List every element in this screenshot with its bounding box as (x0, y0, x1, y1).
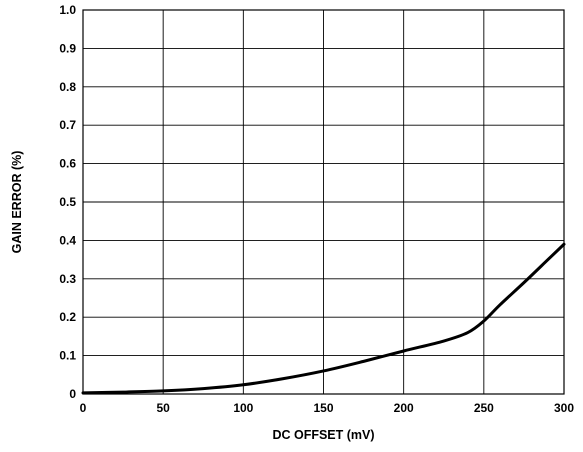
y-tick-label: 0.1 (59, 349, 76, 363)
y-tick-label: 0.6 (59, 157, 76, 171)
y-tick-label: 1.0 (59, 3, 76, 17)
x-tick-label: 250 (474, 401, 494, 415)
plot-frame (82, 9, 565, 395)
y-tick-label: 0.9 (59, 41, 76, 55)
x-tick-label: 0 (80, 401, 87, 415)
x-axis-title: DC OFFSET (mV) (272, 428, 374, 442)
y-tick-label: 0 (69, 387, 76, 401)
x-tick-label: 300 (554, 401, 574, 415)
grid-lines (83, 10, 564, 394)
y-axis-title: GAIN ERROR (%) (10, 151, 24, 254)
x-tick-label: 50 (156, 401, 170, 415)
series-group (81, 242, 566, 395)
y-tick-label: 0.5 (59, 195, 76, 209)
x-tick-label: 150 (313, 401, 333, 415)
x-axis-tick-labels: 0 50 100 150 200 250 300 (80, 401, 575, 415)
x-tick-label: 200 (394, 401, 414, 415)
y-tick-label: 0.2 (59, 310, 76, 324)
x-tick-label: 100 (233, 401, 253, 415)
y-tick-label: 0.7 (59, 118, 76, 132)
gain-error-curve (81, 242, 566, 395)
y-tick-label: 0.3 (59, 272, 76, 286)
y-tick-label: 0.4 (59, 233, 76, 247)
y-axis-tick-labels: 0 0.1 0.2 0.3 0.4 0.5 0.6 0.7 0.8 0.9 1.0 (59, 3, 76, 401)
y-tick-label: 0.8 (59, 80, 76, 94)
